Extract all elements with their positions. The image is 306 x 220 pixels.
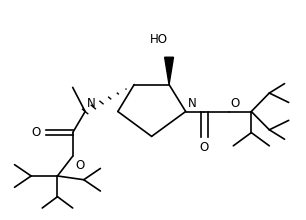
Text: O: O (31, 126, 40, 139)
Text: N: N (88, 97, 96, 110)
Polygon shape (165, 57, 174, 84)
Text: N: N (188, 97, 197, 110)
Text: O: O (75, 159, 84, 172)
Text: O: O (230, 97, 240, 110)
Text: HO: HO (150, 33, 168, 46)
Text: O: O (200, 141, 209, 154)
